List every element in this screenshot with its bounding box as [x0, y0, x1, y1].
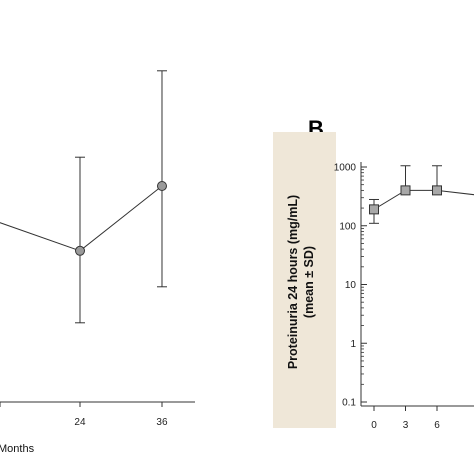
panel-b: B Proteinuria 24 hours (mg/mL) (mean ± S… [273, 116, 474, 431]
panel-b-ylabel-line-1: Proteinuria 24 hours (mg/mL) [286, 195, 300, 369]
panel-b-x-tick-label: 0 [371, 420, 377, 431]
panel-a-error-bars [74, 70, 167, 324]
panel-b-x-tick-label: 6 [434, 420, 440, 431]
panel-b-y-tick-label: 0.1 [342, 398, 356, 409]
panel-a-point [156, 181, 167, 191]
panel-a-x-ticks: 24 36 [0, 402, 168, 428]
panel-b-point [369, 204, 379, 215]
panel-b-ylabel-line-2: (mean ± SD) [302, 246, 316, 318]
panel-b-point [432, 185, 442, 196]
panel-a-lines [0, 185, 163, 252]
panel-a-points [74, 181, 167, 256]
panel-a-x-tick-label: 36 [156, 417, 168, 428]
panel-b-series-line [373, 189, 474, 210]
panel-b-ylabel-box [273, 132, 336, 428]
panel-b-x-tick-label: 3 [403, 420, 409, 431]
panel-b-y-ticks: 0.1 1 10 100 1000 [334, 163, 367, 409]
panel-b-point [400, 185, 411, 196]
panel-a: 24 36 Months [0, 70, 195, 455]
panel-a-x-axis-title: Months [0, 443, 35, 455]
panel-a-point [74, 245, 85, 256]
panel-b-y-tick-label: 10 [345, 280, 357, 291]
panel-b-y-tick-label: 1 [350, 339, 356, 350]
panel-b-x-ticks: 0 3 6 [371, 406, 440, 431]
panel-b-y-tick-label: 100 [339, 221, 356, 232]
panel-a-series-line [0, 185, 163, 252]
panel-b-y-tick-label: 1000 [334, 163, 357, 174]
panel-b-lines [373, 189, 474, 210]
panel-b-points [369, 185, 442, 215]
panel-a-x-tick-label: 24 [74, 417, 86, 428]
